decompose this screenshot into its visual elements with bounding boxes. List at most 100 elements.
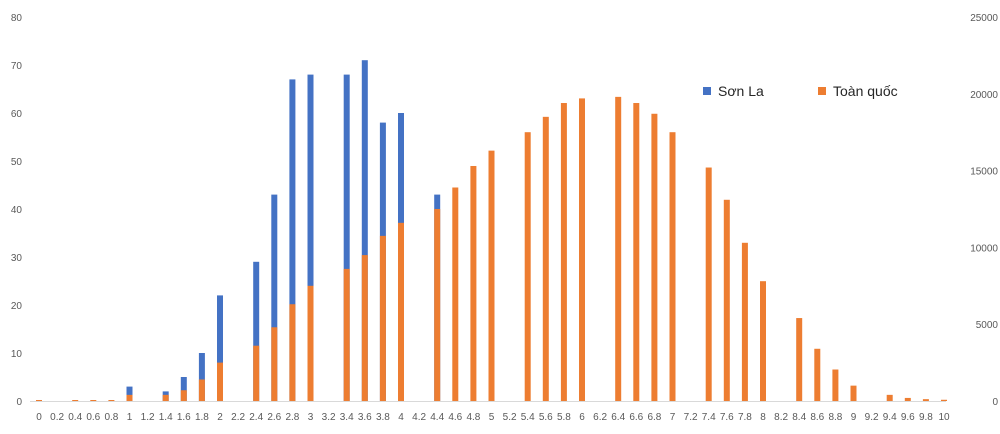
bar-toan-quoc (814, 348, 821, 401)
x-tick-label: 4.6 (448, 412, 462, 423)
x-tick-label: 4.4 (430, 412, 444, 423)
x-tick-label: 7.2 (684, 412, 698, 423)
x-tick-label: 7.8 (738, 412, 752, 423)
x-tick-label: 3.8 (376, 412, 390, 423)
x-tick-label: 0.6 (86, 412, 100, 423)
bar-toan-quoc (705, 167, 712, 401)
bar-son-la (198, 353, 205, 401)
x-tick-label: 0 (36, 412, 42, 423)
bar-toan-quoc (253, 345, 260, 401)
x-tick-label: 2.2 (231, 412, 245, 423)
x-tick-label: 5.8 (557, 412, 571, 423)
bar-toan-quoc (361, 255, 368, 401)
x-tick-label: 2.4 (249, 412, 263, 423)
bar-toan-quoc (434, 209, 441, 401)
x-tick-label: 1 (127, 412, 133, 423)
x-tick-label: 9.6 (901, 412, 915, 423)
x-tick-label: 5.4 (521, 412, 535, 423)
legend: Sơn La Toàn quốc (703, 83, 898, 99)
son-la-series (126, 60, 441, 402)
bar-toan-quoc (452, 187, 459, 401)
left-tick-label: 60 (11, 109, 23, 120)
bar-toan-quoc (343, 268, 350, 401)
legend-swatch-son-la (703, 87, 711, 95)
x-tick-label: 1.2 (141, 412, 155, 423)
bar-toan-quoc (217, 362, 223, 401)
bar-toan-quoc (126, 394, 133, 401)
legend-label-son-la: Sơn La (718, 83, 764, 99)
bar-son-la (126, 386, 133, 401)
x-tick-label: 8.2 (774, 412, 788, 423)
bar-toan-quoc (72, 400, 79, 401)
bar-toan-quoc (741, 242, 748, 401)
x-tick-label: 7.6 (720, 412, 734, 423)
x-tick-label: 2.8 (285, 412, 299, 423)
bar-toan-quoc (922, 399, 929, 401)
bar-toan-quoc (162, 394, 169, 401)
bar-toan-quoc (651, 113, 658, 401)
left-tick-label: 30 (11, 253, 23, 264)
x-tick-label: 2.6 (267, 412, 281, 423)
x-tick-label: 6.2 (593, 412, 607, 423)
bar-toan-quoc (560, 103, 567, 402)
legend-label-toan-quoc: Toàn quốc (833, 83, 898, 99)
x-tick-label: 0.4 (68, 412, 82, 423)
bar-toan-quoc (307, 285, 314, 401)
x-tick-label: 6.8 (647, 412, 661, 423)
bar-son-la (307, 74, 314, 401)
right-tick-label: 0 (992, 397, 998, 408)
bar-toan-quoc (633, 103, 640, 402)
x-tick-label: 6.6 (629, 412, 643, 423)
left-tick-label: 0 (16, 397, 22, 408)
x-tick-label: 1.4 (159, 412, 173, 423)
bar-toan-quoc (850, 385, 857, 401)
x-tick-label: 1.8 (195, 412, 209, 423)
x-tick-label: 3.6 (358, 412, 372, 423)
bar-toan-quoc (379, 235, 386, 401)
x-tick-label: 3 (308, 412, 314, 423)
x-tick-label: 4 (398, 412, 404, 423)
x-tick-label: 10 (938, 412, 950, 423)
x-tick-label: 0.2 (50, 412, 64, 423)
bar-toan-quoc (579, 98, 585, 402)
bar-son-la (253, 261, 260, 401)
right-axis-ticks: 0 5000 10000 15000 20000 25000 (970, 13, 998, 408)
x-tick-label: 9.8 (919, 412, 933, 423)
left-tick-label: 40 (11, 205, 23, 216)
x-axis-ticks: 0 0.2 0.4 0.6 0.8 1 1.2 1.4 1.6 1.8 2 2.2 2.4 2.6 2.8 3… (36, 412, 950, 423)
x-tick-label: 6 (579, 412, 585, 423)
x-tick-label: 1.6 (177, 412, 191, 423)
bar-toan-quoc (886, 394, 893, 401)
x-tick-label: 9.4 (883, 412, 897, 423)
bar-toan-quoc (470, 165, 477, 401)
x-tick-label: 3.2 (322, 412, 336, 423)
right-tick-label: 15000 (970, 167, 998, 178)
bar-toan-quoc (36, 400, 42, 401)
right-tick-label: 10000 (970, 243, 998, 254)
left-tick-label: 80 (11, 13, 23, 24)
x-tick-label: 3.4 (340, 412, 354, 423)
x-tick-label: 7.4 (702, 412, 716, 423)
bar-toan-quoc (289, 304, 296, 401)
bar-toan-quoc (723, 199, 730, 401)
bar-toan-quoc (941, 399, 947, 401)
x-tick-label: 2 (217, 412, 223, 423)
bar-toan-quoc (398, 222, 404, 401)
x-tick-label: 8.8 (828, 412, 842, 423)
bar-toan-quoc (760, 281, 766, 401)
toan-quoc-series (36, 96, 947, 402)
x-tick-label: 0.8 (104, 412, 118, 423)
x-tick-label: 5.2 (503, 412, 517, 423)
x-tick-label: 9.2 (865, 412, 879, 423)
left-tick-label: 20 (11, 301, 23, 312)
legend-swatch-toan-quoc (818, 87, 826, 95)
bar-toan-quoc (90, 400, 97, 401)
x-tick-label: 8.6 (810, 412, 824, 423)
right-tick-label: 25000 (970, 13, 998, 24)
bar-toan-quoc (108, 400, 115, 401)
bar-toan-quoc (271, 327, 278, 401)
bar-son-la (217, 295, 223, 401)
bar-son-la (361, 60, 368, 401)
bar-toan-quoc (488, 150, 495, 401)
left-tick-label: 10 (11, 349, 23, 360)
